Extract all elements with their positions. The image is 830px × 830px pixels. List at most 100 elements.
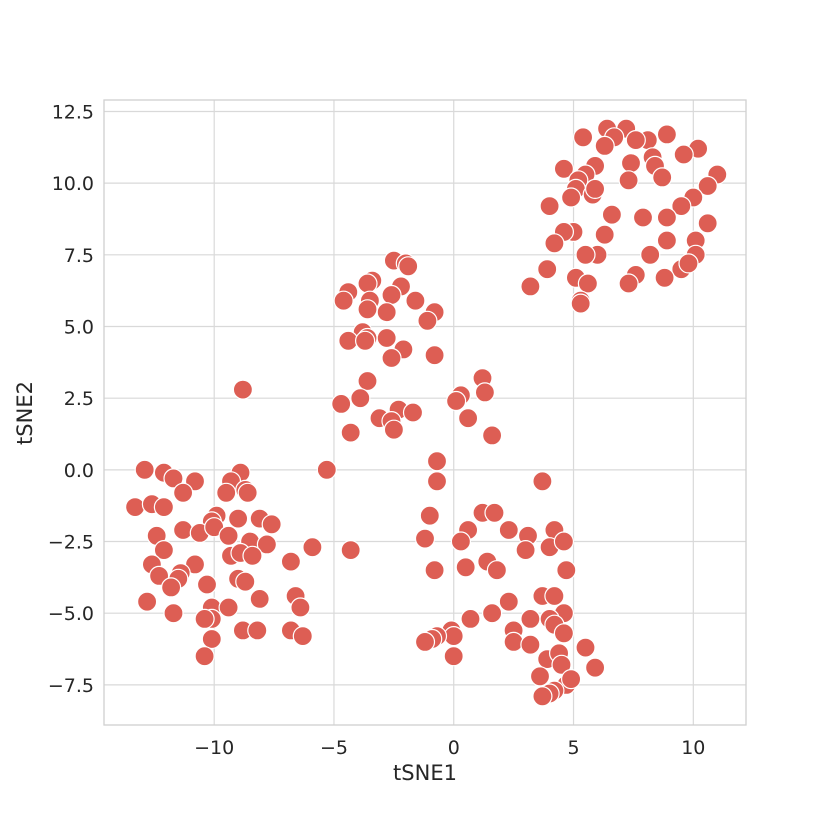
data-points (125, 118, 728, 707)
data-point (381, 347, 402, 369)
y-tick-label: 2.5 (64, 388, 94, 410)
data-point (632, 207, 654, 228)
data-point (601, 204, 623, 225)
data-point (520, 608, 541, 630)
data-point (458, 408, 479, 429)
data-point (173, 482, 194, 503)
data-point (678, 253, 699, 274)
data-point (357, 299, 378, 320)
data-point (331, 393, 352, 414)
data-point (482, 603, 503, 624)
data-point (338, 330, 359, 351)
data-point (228, 508, 249, 529)
data-point (333, 290, 354, 311)
data-point (340, 539, 361, 561)
data-point (640, 244, 661, 265)
data-point (594, 135, 615, 156)
data-point (450, 531, 471, 552)
data-point (443, 646, 464, 667)
data-point (656, 207, 678, 228)
x-tick-labels: −10 −5 0 5 10 (194, 737, 705, 759)
y-tick-labels: −7.5 −5.0 −2.5 0.0 2.5 5.0 7.5 10.0 12.5 (48, 101, 94, 696)
data-point (553, 623, 575, 644)
y-tick-label: 0.0 (64, 460, 94, 482)
x-tick-label: 0 (448, 737, 460, 759)
data-point (529, 666, 551, 687)
data-point (216, 482, 237, 503)
data-point (618, 170, 639, 191)
data-point (153, 497, 174, 518)
x-tick-label: −10 (194, 737, 234, 759)
data-point (340, 422, 361, 443)
data-point (419, 505, 440, 526)
data-point (405, 290, 426, 311)
data-point (424, 560, 445, 581)
data-point (577, 273, 599, 294)
data-point (194, 608, 215, 630)
data-point (302, 537, 323, 558)
y-tick-label: 5.0 (64, 316, 94, 338)
data-point (654, 267, 675, 288)
y-tick-label: −7.5 (48, 675, 94, 697)
data-point (484, 502, 505, 523)
data-point (575, 244, 596, 265)
y-axis-label: tSNE2 (13, 381, 37, 445)
y-tick-label: 7.5 (64, 245, 94, 267)
data-point (539, 196, 560, 217)
data-point (460, 608, 481, 630)
data-point (503, 631, 524, 653)
data-point (153, 539, 174, 561)
data-point (551, 654, 572, 675)
x-tick-label: −5 (320, 737, 348, 759)
data-point (520, 276, 541, 297)
data-point (218, 597, 239, 618)
data-point (424, 345, 445, 366)
data-point (652, 167, 673, 188)
data-point (537, 259, 558, 280)
data-point (584, 178, 606, 199)
data-point (249, 588, 270, 610)
data-point (417, 310, 438, 331)
data-point (697, 175, 718, 197)
data-point (560, 187, 582, 208)
data-point (520, 634, 541, 655)
data-point (656, 124, 678, 145)
data-point (560, 668, 582, 690)
data-point (237, 482, 258, 503)
data-point (544, 585, 565, 607)
data-point (350, 388, 371, 409)
y-tick-label: −5.0 (48, 603, 94, 625)
data-point (482, 425, 503, 446)
data-point (498, 591, 519, 612)
data-point (201, 628, 222, 650)
data-point (163, 468, 184, 489)
data-point (242, 545, 263, 566)
x-axis-label: tSNE1 (393, 761, 457, 785)
data-point (173, 519, 194, 541)
data-point (357, 370, 378, 392)
y-tick-label: −2.5 (48, 532, 94, 554)
data-point (398, 256, 419, 277)
x-tick-label: 5 (567, 737, 579, 759)
data-point (620, 153, 642, 174)
data-point (618, 273, 639, 294)
data-point (532, 686, 553, 707)
data-point (402, 402, 424, 423)
data-point (196, 574, 218, 595)
data-point (383, 419, 404, 440)
y-tick-label: 10.0 (52, 173, 94, 195)
data-point (673, 144, 694, 165)
data-point (584, 657, 606, 678)
data-point (137, 591, 158, 612)
data-point (515, 539, 536, 561)
data-point (544, 233, 565, 254)
data-point (575, 637, 596, 658)
data-point (625, 130, 646, 151)
data-point (426, 471, 448, 492)
data-point (498, 519, 519, 541)
data-point (455, 557, 476, 578)
data-point (570, 293, 591, 314)
data-point (280, 551, 301, 572)
data-point (486, 560, 507, 581)
